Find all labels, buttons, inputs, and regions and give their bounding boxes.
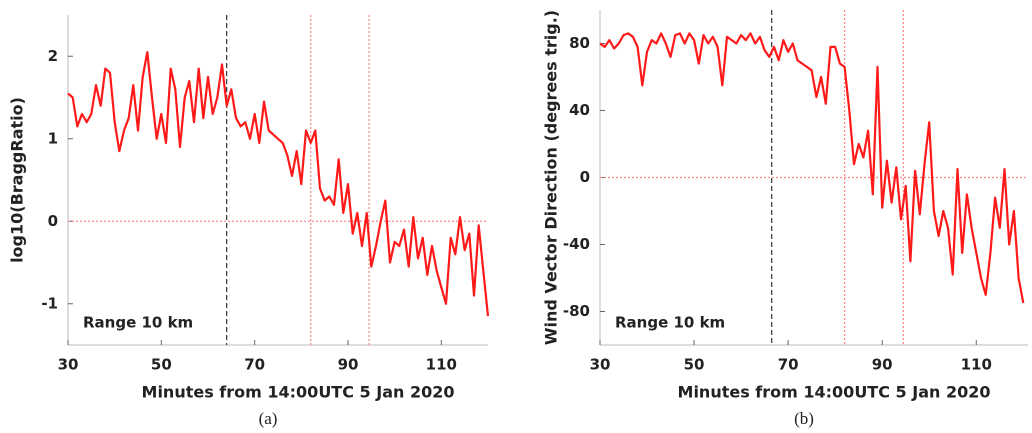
y-tick-label: -1 xyxy=(41,294,58,312)
x-tick-label: 30 xyxy=(58,356,79,374)
x-axis-label: Minutes from 14:00UTC 5 Jan 2020 xyxy=(142,383,455,402)
x-tick-label: 90 xyxy=(872,356,893,374)
y-tick-label: 40 xyxy=(569,101,590,119)
y-tick-label: 1 xyxy=(48,129,58,147)
y-axis-label: log10(BraggRatio) xyxy=(8,97,27,263)
caption: (a) xyxy=(259,409,278,428)
annotation: Range 10 km xyxy=(615,314,725,332)
y-tick-label: 80 xyxy=(569,34,590,52)
x-tick-label: 70 xyxy=(244,356,265,374)
data-line xyxy=(67,51,490,317)
x-tick-label: 50 xyxy=(151,356,172,374)
x-axis-label: Minutes from 14:00UTC 5 Jan 2020 xyxy=(678,383,991,402)
x-tick-label: 90 xyxy=(338,356,359,374)
x-tick-label: 70 xyxy=(778,356,799,374)
caption: (b) xyxy=(794,409,814,428)
y-tick-label: -80 xyxy=(563,302,590,320)
x-tick-label: 110 xyxy=(426,356,457,374)
y-tick-label: 2 xyxy=(48,47,58,65)
y-axis-label: Wind Vector Direction (degrees trig.) xyxy=(542,10,561,345)
y-tick-label: 0 xyxy=(580,168,590,186)
x-tick-label: 50 xyxy=(684,356,705,374)
annotation: Range 10 km xyxy=(83,314,193,332)
data-line xyxy=(599,32,1025,304)
y-tick-label: -40 xyxy=(563,235,590,253)
x-tick-label: 110 xyxy=(961,356,992,374)
x-tick-label: 30 xyxy=(590,356,611,374)
y-tick-label: 0 xyxy=(48,212,58,230)
